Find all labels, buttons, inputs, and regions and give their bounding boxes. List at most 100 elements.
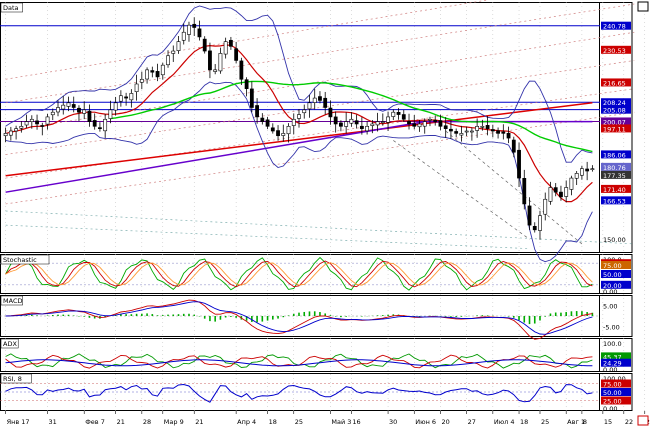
candle[interactable]	[396, 108, 401, 120]
candle[interactable]	[312, 88, 317, 110]
candle[interactable]	[339, 120, 343, 132]
candle[interactable]	[61, 95, 66, 115]
candle[interactable]	[50, 108, 55, 121]
candle[interactable]	[407, 113, 411, 130]
candle[interactable]	[307, 94, 312, 118]
candle[interactable]	[553, 183, 558, 197]
candle[interactable]	[19, 121, 24, 133]
candle[interactable]	[496, 127, 500, 139]
candle[interactable]	[234, 41, 239, 64]
candle[interactable]	[187, 21, 191, 42]
candle[interactable]	[370, 119, 375, 134]
candle[interactable]	[98, 122, 102, 132]
candle[interactable]	[24, 114, 29, 128]
candle[interactable]	[485, 116, 490, 136]
candle[interactable]	[511, 136, 516, 158]
candle[interactable]	[40, 122, 45, 136]
candle[interactable]	[574, 170, 579, 185]
candle[interactable]	[391, 109, 396, 121]
candle[interactable]	[386, 111, 390, 132]
candle[interactable]	[29, 115, 34, 129]
candle[interactable]	[66, 96, 71, 112]
candle[interactable]	[223, 37, 228, 59]
candle[interactable]	[3, 127, 8, 143]
candle[interactable]	[401, 109, 406, 122]
candle[interactable]	[475, 118, 480, 138]
candle[interactable]	[228, 36, 233, 50]
candle[interactable]	[45, 113, 50, 130]
candle[interactable]	[276, 125, 280, 141]
candle[interactable]	[412, 115, 417, 130]
candle[interactable]	[328, 100, 333, 125]
candle[interactable]	[532, 222, 537, 233]
candle[interactable]	[417, 120, 422, 132]
candle[interactable]	[92, 113, 97, 130]
candle[interactable]	[480, 119, 485, 131]
candle[interactable]	[585, 161, 590, 181]
price-candles[interactable]	[3, 17, 595, 240]
candle[interactable]	[422, 118, 427, 134]
candle[interactable]	[213, 64, 218, 75]
candle[interactable]	[286, 123, 291, 143]
candle[interactable]	[564, 180, 569, 203]
candle[interactable]	[297, 108, 301, 128]
candle[interactable]	[469, 127, 474, 141]
candle[interactable]	[281, 124, 286, 142]
candle[interactable]	[134, 74, 139, 101]
candle[interactable]	[208, 42, 212, 79]
candle[interactable]	[118, 90, 123, 107]
candle[interactable]	[438, 114, 443, 131]
candle[interactable]	[459, 125, 464, 142]
candle[interactable]	[354, 114, 359, 129]
candle[interactable]	[155, 63, 160, 82]
candle[interactable]	[176, 35, 181, 54]
candle[interactable]	[323, 91, 328, 115]
candle[interactable]	[580, 165, 584, 180]
candle[interactable]	[82, 101, 87, 120]
candle[interactable]	[265, 116, 270, 130]
corner-zoom-icon[interactable]	[637, 1, 649, 12]
candle[interactable]	[35, 114, 39, 130]
candle[interactable]	[464, 126, 469, 137]
candle[interactable]	[522, 169, 527, 210]
candle[interactable]	[249, 81, 254, 113]
candle[interactable]	[181, 23, 186, 45]
candle[interactable]	[365, 121, 370, 135]
candle[interactable]	[517, 142, 521, 187]
candle[interactable]	[244, 77, 249, 97]
candle[interactable]	[166, 50, 170, 68]
candle[interactable]	[239, 57, 244, 86]
candle[interactable]	[454, 128, 459, 138]
candle[interactable]	[103, 114, 108, 138]
candle[interactable]	[318, 91, 322, 104]
candle[interactable]	[590, 165, 595, 172]
candle[interactable]	[197, 20, 202, 41]
candle[interactable]	[255, 98, 259, 124]
candle[interactable]	[171, 45, 176, 62]
candle[interactable]	[150, 66, 155, 78]
candle[interactable]	[87, 104, 92, 127]
candle[interactable]	[548, 181, 553, 205]
candle[interactable]	[433, 115, 438, 126]
candle[interactable]	[559, 185, 563, 201]
candle[interactable]	[538, 210, 542, 240]
candle[interactable]	[160, 62, 165, 80]
candle[interactable]	[139, 71, 144, 90]
candle[interactable]	[428, 116, 432, 127]
candle[interactable]	[490, 124, 495, 138]
candle[interactable]	[113, 96, 118, 116]
candle[interactable]	[260, 113, 265, 125]
candle[interactable]	[14, 125, 18, 140]
candle[interactable]	[543, 192, 548, 221]
candle[interactable]	[77, 105, 81, 122]
candle[interactable]	[192, 17, 197, 37]
candle[interactable]	[380, 113, 385, 126]
candle[interactable]	[202, 36, 207, 54]
candle[interactable]	[569, 175, 574, 196]
candle[interactable]	[375, 112, 380, 132]
candle[interactable]	[56, 100, 60, 117]
candle[interactable]	[108, 100, 113, 124]
candle[interactable]	[218, 47, 223, 74]
candle[interactable]	[344, 112, 349, 134]
